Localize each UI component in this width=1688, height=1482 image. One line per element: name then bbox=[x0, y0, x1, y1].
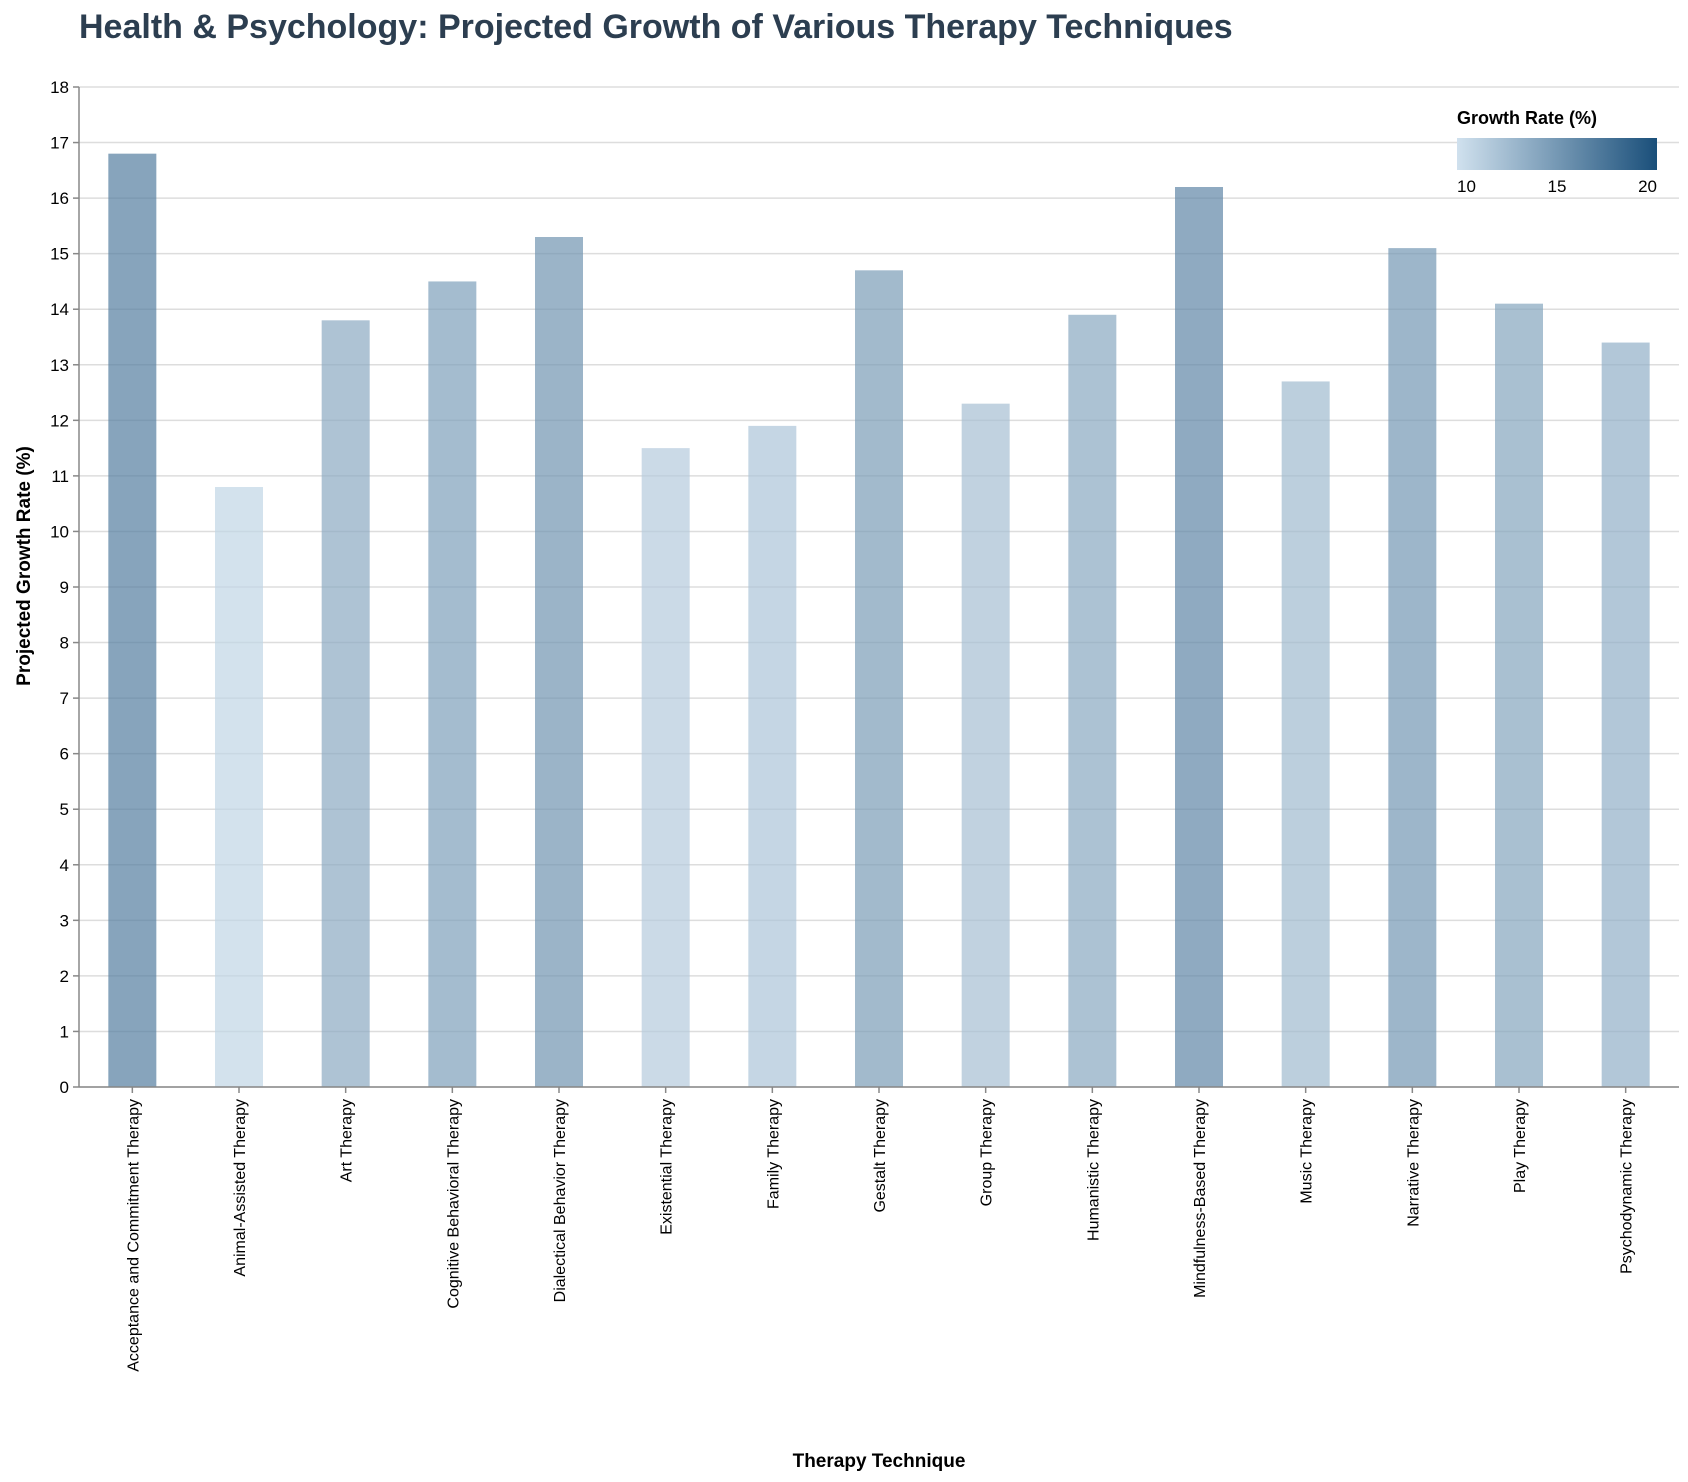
y-tick-label: 16 bbox=[50, 189, 69, 208]
bar bbox=[1281, 381, 1330, 1087]
x-tick-label: Narrative Therapy bbox=[1405, 1099, 1422, 1227]
bar bbox=[855, 270, 903, 1087]
bar bbox=[1068, 314, 1117, 1087]
y-tick-label: 15 bbox=[50, 245, 69, 264]
bar bbox=[1175, 187, 1223, 1087]
y-tick-label: 9 bbox=[60, 578, 69, 597]
x-tick-label: Group Therapy bbox=[979, 1099, 996, 1206]
bar bbox=[535, 237, 583, 1087]
bar bbox=[215, 487, 263, 1087]
x-tick-label: Psychodynamic Therapy bbox=[1619, 1099, 1636, 1274]
y-tick-label: 12 bbox=[50, 411, 69, 430]
legend-tick-label: 10 bbox=[1457, 177, 1476, 196]
color-legend: Growth Rate (%) 10 15 20 bbox=[1457, 108, 1657, 196]
x-tick-label: Music Therapy bbox=[1299, 1099, 1316, 1204]
legend-gradient-bar bbox=[1457, 138, 1657, 170]
y-tick-label: 3 bbox=[60, 911, 69, 930]
x-tick-label: Cognitive Behavioral Therapy bbox=[445, 1099, 462, 1309]
y-tick-label: 14 bbox=[50, 300, 69, 319]
x-tick-label: Humanistic Therapy bbox=[1085, 1099, 1102, 1241]
y-axis-title: Projected Growth Rate (%) bbox=[14, 446, 35, 686]
bar bbox=[1601, 342, 1650, 1087]
y-tick-label: 8 bbox=[60, 634, 69, 653]
bars bbox=[108, 153, 1650, 1088]
x-tick-label: Dialectical Behavior Therapy bbox=[552, 1099, 569, 1302]
bar bbox=[321, 320, 370, 1087]
bar bbox=[1495, 303, 1543, 1088]
x-axis-title: Therapy Technique bbox=[793, 1451, 966, 1472]
x-tick-label: Mindfulness-Based Therapy bbox=[1192, 1099, 1209, 1298]
x-tick-label: Family Therapy bbox=[765, 1099, 782, 1209]
bar bbox=[428, 281, 477, 1087]
legend-tick-label: 20 bbox=[1638, 177, 1657, 196]
y-tick-label: 2 bbox=[60, 967, 69, 986]
bar bbox=[108, 153, 157, 1087]
y-tick-label: 4 bbox=[60, 856, 69, 875]
bar bbox=[748, 425, 797, 1087]
bar bbox=[1388, 248, 1437, 1088]
y-tick-label: 17 bbox=[50, 134, 69, 153]
y-tick-label: 5 bbox=[60, 800, 69, 819]
y-tick-label: 13 bbox=[50, 356, 69, 375]
x-tick-label: Existential Therapy bbox=[659, 1099, 676, 1235]
x-tick-label: Gestalt Therapy bbox=[872, 1099, 889, 1213]
bar bbox=[961, 403, 1010, 1088]
y-tick-label: 11 bbox=[51, 467, 69, 486]
x-tick-label: Play Therapy bbox=[1512, 1099, 1529, 1193]
y-tick-label: 6 bbox=[60, 745, 69, 764]
y-tick-label: 0 bbox=[60, 1078, 69, 1097]
legend-tick-label: 15 bbox=[1548, 177, 1567, 196]
x-tick-label: Animal-Assisted Therapy bbox=[232, 1099, 249, 1277]
y-tick-label: 1 bbox=[60, 1022, 69, 1041]
chart-title: Health & Psychology: Projected Growth of… bbox=[79, 8, 1233, 46]
x-tick-label: Acceptance and Commitment Therapy bbox=[125, 1099, 142, 1372]
legend-title: Growth Rate (%) bbox=[1457, 108, 1597, 128]
legend-ticks: 10 15 20 bbox=[1457, 177, 1657, 196]
x-axis: Acceptance and Commitment Therapy Animal-… bbox=[79, 1086, 1679, 1372]
y-tick-label: 10 bbox=[50, 522, 69, 541]
y-tick-label: 7 bbox=[60, 689, 69, 708]
y-tick-label: 18 bbox=[50, 78, 69, 97]
bar bbox=[641, 448, 690, 1088]
x-tick-label: Art Therapy bbox=[339, 1099, 356, 1182]
